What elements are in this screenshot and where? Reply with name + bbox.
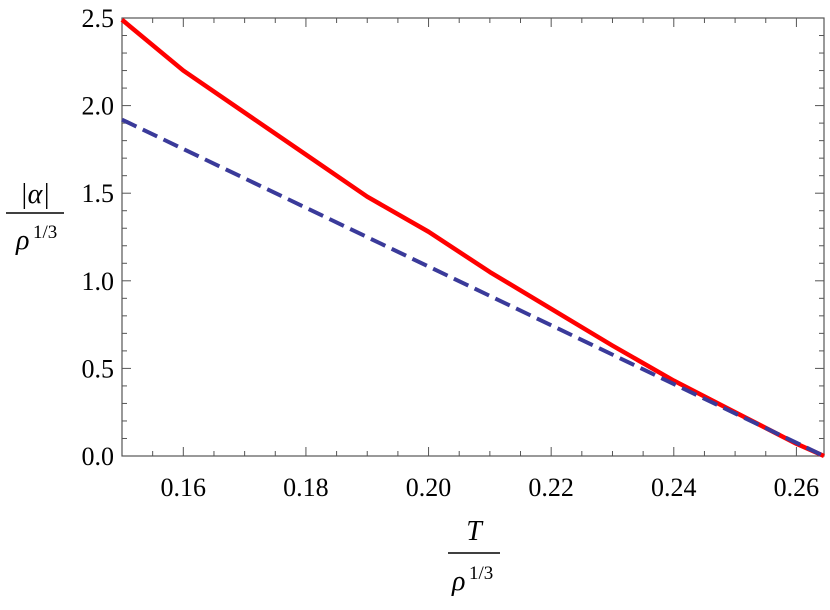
- x-axis-label-numerator: T: [466, 516, 484, 547]
- solid-series-line: [120, 18, 825, 459]
- x-tick-label: 0.20: [406, 473, 452, 502]
- plot-frame: [121, 17, 825, 457]
- x-tick-label: 0.18: [283, 473, 329, 502]
- x-tick-label: 0.24: [651, 473, 697, 502]
- dashed-series-line: [121, 117, 825, 458]
- x-axis-label-exponent: 1/3: [469, 563, 493, 584]
- y-axis-label-exponent: 1/3: [33, 222, 57, 243]
- axis-ticks: [121, 17, 824, 457]
- x-axis-label-denominator: ρ: [451, 566, 465, 597]
- y-axis-label: |α| ρ 1/3: [6, 179, 64, 256]
- y-axis-label-numerator: |α|: [20, 179, 50, 210]
- tick-labels: 0.16 0.18 0.20 0.22 0.24 0.26 0.0 0.5 1.0 1.5 2.0 2…: [82, 4, 820, 502]
- y-tick-label: 1.5: [82, 179, 115, 208]
- x-tick-label: 0.22: [528, 473, 574, 502]
- y-tick-label: 0.5: [82, 354, 115, 383]
- series-lines: [120, 18, 825, 459]
- y-tick-label: 2.5: [82, 4, 115, 33]
- y-tick-label: 2.0: [82, 92, 115, 121]
- x-tick-label: 0.16: [161, 473, 207, 502]
- y-axis-label-denominator: ρ: [15, 225, 29, 256]
- y-tick-label: 1.0: [82, 267, 115, 296]
- x-tick-label: 0.26: [774, 473, 820, 502]
- x-axis-label: T ρ 1/3: [448, 516, 500, 597]
- y-tick-label: 0.0: [82, 442, 115, 471]
